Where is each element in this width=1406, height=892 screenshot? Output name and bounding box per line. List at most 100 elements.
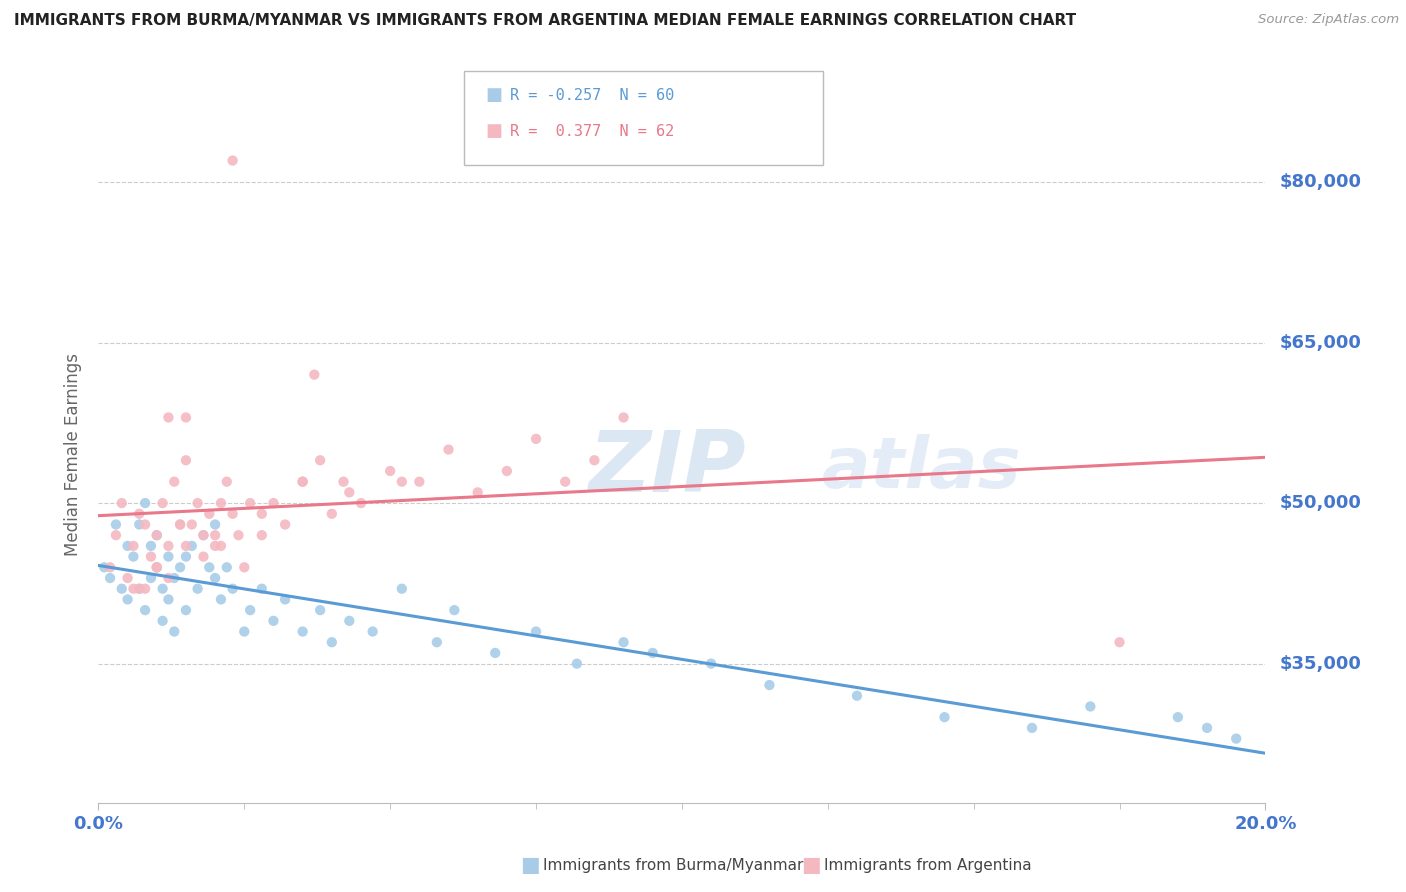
Point (193, 549, 215, 564)
Point (524, 624, 547, 639)
Point (495, 464, 517, 478)
Text: IMMIGRANTS FROM BURMA/MYANMAR VS IMMIGRANTS FROM ARGENTINA MEDIAN FEMALE EARNING: IMMIGRANTS FROM BURMA/MYANMAR VS IMMIGRA… (14, 13, 1076, 29)
Point (758, 678, 780, 692)
Point (152, 496, 174, 510)
Point (134, 603, 156, 617)
Point (146, 528, 169, 542)
Point (209, 496, 232, 510)
Point (128, 517, 150, 532)
Text: $65,000: $65,000 (1279, 334, 1361, 351)
Point (304, 368, 326, 382)
Point (262, 496, 284, 510)
Point (215, 560, 238, 574)
Point (221, 153, 243, 168)
Point (934, 710, 956, 724)
Point (180, 517, 202, 532)
Point (157, 539, 180, 553)
Text: Source: ZipAtlas.com: Source: ZipAtlas.com (1258, 13, 1399, 27)
Point (291, 475, 314, 489)
Point (128, 507, 150, 521)
Point (134, 517, 156, 532)
Point (117, 592, 139, 607)
Point (612, 635, 634, 649)
Point (117, 539, 139, 553)
Point (180, 539, 202, 553)
Point (209, 539, 232, 553)
Point (169, 517, 191, 532)
Point (426, 635, 449, 649)
Point (565, 657, 588, 671)
Point (239, 603, 262, 617)
Point (391, 475, 413, 489)
Point (274, 592, 297, 607)
Point (554, 475, 576, 489)
Point (309, 453, 332, 467)
Point (122, 549, 145, 564)
Text: atlas: atlas (823, 434, 1022, 503)
Point (174, 453, 197, 467)
Point (193, 528, 215, 542)
Text: $80,000: $80,000 (1279, 173, 1361, 191)
Text: Immigrants from Burma/Myanmar: Immigrants from Burma/Myanmar (543, 858, 803, 872)
Point (845, 689, 868, 703)
Point (1225, 731, 1247, 746)
Point (139, 549, 162, 564)
Point (174, 603, 197, 617)
Point (146, 560, 169, 574)
Point (104, 528, 127, 542)
Point (174, 539, 197, 553)
Text: ■: ■ (485, 87, 502, 104)
Text: R = -0.257  N = 60: R = -0.257 N = 60 (510, 88, 675, 103)
Text: ■: ■ (520, 855, 540, 875)
Point (157, 410, 180, 425)
Point (157, 549, 180, 564)
Point (98, 560, 121, 574)
Text: R =  0.377  N = 62: R = 0.377 N = 62 (510, 124, 675, 138)
Point (204, 517, 226, 532)
Point (321, 507, 343, 521)
Point (163, 571, 186, 585)
Point (174, 549, 197, 564)
Point (146, 560, 169, 574)
Point (641, 646, 664, 660)
Point (524, 432, 547, 446)
Point (209, 592, 232, 607)
Point (250, 528, 273, 542)
Point (332, 475, 354, 489)
Point (1080, 699, 1102, 714)
Text: ZIP: ZIP (589, 427, 747, 510)
Point (104, 517, 127, 532)
Point (163, 624, 186, 639)
Point (111, 582, 134, 596)
Point (291, 624, 314, 639)
Point (378, 464, 402, 478)
Point (250, 582, 273, 596)
Point (152, 582, 174, 596)
Point (146, 528, 169, 542)
Point (128, 582, 150, 596)
Point (174, 410, 197, 425)
Point (204, 528, 226, 542)
Point (443, 603, 465, 617)
Point (1195, 721, 1218, 735)
Point (169, 560, 191, 574)
Point (122, 539, 145, 553)
Point (193, 528, 215, 542)
Point (117, 571, 139, 585)
Point (93, 560, 115, 574)
Text: $50,000: $50,000 (1279, 494, 1361, 512)
Point (134, 496, 156, 510)
Text: ■: ■ (485, 122, 502, 140)
Point (187, 496, 209, 510)
Text: Immigrants from Argentina: Immigrants from Argentina (824, 858, 1032, 872)
Point (250, 507, 273, 521)
Point (337, 614, 360, 628)
Point (700, 657, 723, 671)
Point (198, 560, 221, 574)
Point (187, 582, 209, 596)
Point (583, 453, 606, 467)
Point (163, 475, 186, 489)
Point (215, 475, 238, 489)
Point (408, 475, 430, 489)
Point (146, 560, 169, 574)
